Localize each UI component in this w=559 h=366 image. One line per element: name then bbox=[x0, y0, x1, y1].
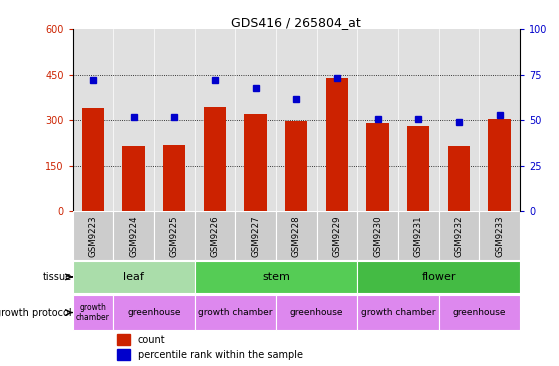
Bar bbox=[489, 119, 511, 212]
FancyBboxPatch shape bbox=[195, 295, 276, 330]
Text: growth protocol: growth protocol bbox=[0, 307, 72, 318]
FancyBboxPatch shape bbox=[357, 295, 439, 330]
Text: greenhouse: greenhouse bbox=[290, 308, 343, 317]
Text: GSM9231: GSM9231 bbox=[414, 215, 423, 257]
Bar bbox=[285, 121, 307, 212]
Text: GSM9228: GSM9228 bbox=[292, 215, 301, 257]
FancyBboxPatch shape bbox=[276, 295, 357, 330]
FancyBboxPatch shape bbox=[113, 212, 154, 260]
FancyBboxPatch shape bbox=[479, 212, 520, 260]
Text: leaf: leaf bbox=[123, 272, 144, 282]
Bar bbox=[407, 126, 429, 212]
Bar bbox=[82, 108, 104, 212]
Bar bbox=[163, 145, 186, 212]
Text: tissue: tissue bbox=[42, 272, 72, 282]
Bar bbox=[204, 107, 226, 212]
Text: greenhouse: greenhouse bbox=[127, 308, 181, 317]
FancyBboxPatch shape bbox=[73, 212, 113, 260]
Text: GSM9229: GSM9229 bbox=[333, 215, 342, 257]
Text: flower: flower bbox=[421, 272, 456, 282]
FancyBboxPatch shape bbox=[195, 212, 235, 260]
FancyBboxPatch shape bbox=[73, 295, 113, 330]
Text: GSM9230: GSM9230 bbox=[373, 215, 382, 257]
FancyBboxPatch shape bbox=[316, 212, 357, 260]
Text: growth chamber: growth chamber bbox=[198, 308, 273, 317]
Text: GSM9226: GSM9226 bbox=[210, 215, 220, 257]
Text: GSM9232: GSM9232 bbox=[454, 215, 463, 257]
FancyBboxPatch shape bbox=[235, 212, 276, 260]
Text: GSM9233: GSM9233 bbox=[495, 215, 504, 257]
FancyBboxPatch shape bbox=[73, 261, 195, 293]
Bar bbox=[117, 334, 130, 345]
Bar bbox=[122, 146, 145, 212]
Bar bbox=[448, 146, 470, 212]
FancyBboxPatch shape bbox=[439, 295, 520, 330]
Text: percentile rank within the sample: percentile rank within the sample bbox=[138, 350, 302, 359]
FancyBboxPatch shape bbox=[276, 212, 316, 260]
Title: GDS416 / 265804_at: GDS416 / 265804_at bbox=[231, 16, 361, 29]
Text: GSM9225: GSM9225 bbox=[170, 215, 179, 257]
FancyBboxPatch shape bbox=[439, 212, 479, 260]
Text: growth
chamber: growth chamber bbox=[76, 303, 110, 322]
Bar bbox=[366, 123, 389, 212]
Text: GSM9223: GSM9223 bbox=[88, 215, 97, 257]
FancyBboxPatch shape bbox=[154, 212, 195, 260]
Bar bbox=[326, 78, 348, 212]
Text: GSM9224: GSM9224 bbox=[129, 215, 138, 257]
Text: GSM9227: GSM9227 bbox=[251, 215, 260, 257]
Bar bbox=[244, 114, 267, 212]
Bar bbox=[117, 349, 130, 360]
Text: stem: stem bbox=[262, 272, 290, 282]
Text: count: count bbox=[138, 335, 165, 345]
FancyBboxPatch shape bbox=[357, 261, 520, 293]
FancyBboxPatch shape bbox=[398, 212, 439, 260]
FancyBboxPatch shape bbox=[357, 212, 398, 260]
Text: growth chamber: growth chamber bbox=[361, 308, 435, 317]
FancyBboxPatch shape bbox=[195, 261, 357, 293]
Text: greenhouse: greenhouse bbox=[452, 308, 506, 317]
FancyBboxPatch shape bbox=[113, 295, 195, 330]
